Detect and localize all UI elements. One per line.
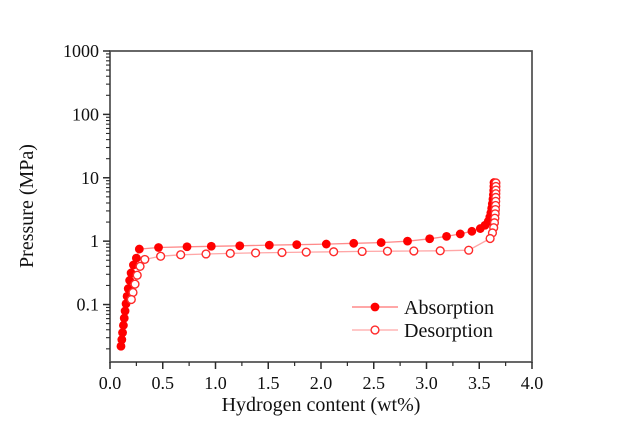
y-tick-label: 10 <box>81 168 99 188</box>
filled-circle-marker <box>455 229 465 239</box>
open-circle-marker <box>135 261 145 271</box>
filled-circle-marker <box>118 328 127 338</box>
legend-item-absorption: Absorption <box>352 297 494 319</box>
open-circle-marker <box>126 294 136 305</box>
filled-circle-marker <box>425 234 435 244</box>
x-tick-label: 2.0 <box>310 373 333 393</box>
x-tick-label: 2.5 <box>363 373 386 393</box>
filled-circle-marker <box>206 241 216 251</box>
open-circle-marker <box>329 247 339 257</box>
filled-circle-marker <box>442 231 451 241</box>
filled-circle-marker <box>182 242 192 252</box>
y-axis-ticks: 0.1 1 10 100 1000 <box>63 41 110 350</box>
filled-circle-marker <box>467 226 477 236</box>
open-circle-marker <box>140 254 150 265</box>
open-circle-marker <box>176 250 186 260</box>
y-tick-label: 0.1 <box>77 295 100 315</box>
legend-label-absorption: Absorption <box>404 297 494 319</box>
filled-circle-marker <box>117 335 127 344</box>
legend: Absorption Desorption <box>352 297 494 342</box>
open-circle-marker <box>357 246 367 257</box>
series-line <box>130 182 497 300</box>
x-tick-label: 3.0 <box>415 373 438 393</box>
open-circle-marker <box>156 251 166 261</box>
y-tick-label: 1000 <box>63 41 99 61</box>
filled-circle-marker <box>118 320 128 330</box>
filled-circle-marker <box>154 243 163 252</box>
filled-circle-marker <box>120 306 130 316</box>
x-tick-label: 4.0 <box>521 373 544 393</box>
y-tick-label: 100 <box>72 104 99 124</box>
x-axis-ticks: 0.0 0.5 1.0 1.5 2.0 2.5 3.0 3.5 4.0 <box>99 362 544 393</box>
open-circle-marker <box>132 270 142 280</box>
legend-label-desorption: Desorption <box>404 320 493 342</box>
filled-circle-marker <box>131 253 141 263</box>
filled-circle-marker <box>321 239 331 249</box>
x-tick-label: 1.5 <box>257 373 280 393</box>
x-tick-label: 1.0 <box>204 373 227 393</box>
open-circle-marker <box>201 249 211 259</box>
y-axis-title: Pressure (MPa) <box>16 144 38 268</box>
filled-circle-marker <box>403 236 412 246</box>
open-circle-marker <box>225 248 235 258</box>
y-tick-label: 1 <box>90 231 99 251</box>
open-circle-marker <box>464 245 474 255</box>
open-circle-marker <box>130 279 140 289</box>
open-circle-marker <box>435 246 445 256</box>
open-circle-marker <box>485 233 495 244</box>
x-tick-label: 0.0 <box>99 373 122 393</box>
x-tick-label: 3.5 <box>468 373 491 393</box>
open-circle-marker <box>382 246 393 256</box>
filled-circle-marker <box>119 313 129 323</box>
open-circle-marker <box>277 247 287 258</box>
filled-circle-marker <box>264 240 274 250</box>
open-circle-marker <box>409 246 419 256</box>
x-tick-label: 0.5 <box>152 373 175 393</box>
x-axis-title: Hydrogen content (wt%) <box>222 394 421 416</box>
open-circle-marker <box>301 247 311 257</box>
open-circle-marker <box>250 248 261 258</box>
desorption-series <box>126 178 501 305</box>
legend-filled-circle-icon <box>370 302 380 312</box>
filled-circle-marker <box>116 341 126 351</box>
filled-circle-marker <box>349 238 359 248</box>
filled-circle-marker <box>235 241 245 251</box>
filled-circle-marker <box>292 240 302 250</box>
series-group <box>116 178 501 351</box>
filled-circle-marker <box>134 244 144 254</box>
filled-circle-marker <box>376 238 386 247</box>
legend-item-desorption: Desorption <box>352 320 493 342</box>
legend-open-circle-icon <box>370 325 380 335</box>
